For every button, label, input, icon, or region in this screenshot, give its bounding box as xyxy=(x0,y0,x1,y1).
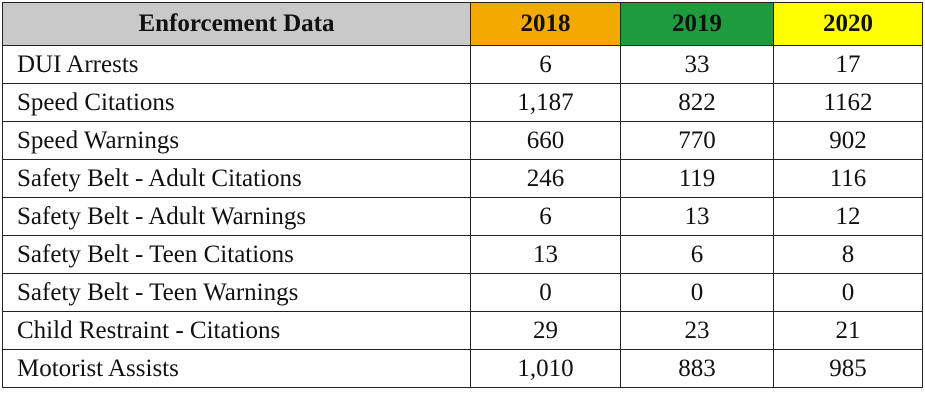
row-label: Speed Warnings xyxy=(2,121,471,160)
value-cell: 1162 xyxy=(773,83,923,122)
value-cell: 1,010 xyxy=(470,349,621,388)
value-cell: 6 xyxy=(620,235,774,274)
table-row: Safety Belt - Teen Warnings 0 0 0 xyxy=(2,273,923,312)
value-cell: 883 xyxy=(620,349,774,388)
value-cell: 822 xyxy=(620,83,774,122)
header-cell: 2018 xyxy=(470,2,621,46)
value-cell: 246 xyxy=(470,159,621,198)
value-cell: 6 xyxy=(470,45,621,84)
row-label: Child Restraint - Citations xyxy=(2,311,471,350)
value-cell: 0 xyxy=(620,273,774,312)
value-cell: 0 xyxy=(773,273,923,312)
header-cell: 2019 xyxy=(620,2,774,46)
table-row: Child Restraint - Citations 29 23 21 xyxy=(2,311,923,350)
value-cell: 21 xyxy=(773,311,923,350)
header-cell: Enforcement Data xyxy=(2,2,471,46)
value-cell: 902 xyxy=(773,121,923,160)
value-cell: 8 xyxy=(773,235,923,274)
row-label: DUI Arrests xyxy=(2,45,471,84)
table-row: Motorist Assists 1,010 883 985 xyxy=(2,349,923,388)
value-cell: 17 xyxy=(773,45,923,84)
row-label: Safety Belt - Teen Citations xyxy=(2,235,471,274)
value-cell: 0 xyxy=(470,273,621,312)
value-cell: 29 xyxy=(470,311,621,350)
row-label: Safety Belt - Teen Warnings xyxy=(2,273,471,312)
value-cell: 985 xyxy=(773,349,923,388)
table-row: Safety Belt - Teen Citations 13 6 8 xyxy=(2,235,923,274)
row-label: Safety Belt - Adult Warnings xyxy=(2,197,471,236)
value-cell: 13 xyxy=(620,197,774,236)
value-cell: 1,187 xyxy=(470,83,621,122)
header-cell: 2020 xyxy=(773,2,923,46)
table-body: DUI Arrests 6 33 17 Speed Citations 1,187 822 1… xyxy=(2,45,923,388)
table-row: Speed Citations 1,187 822 1162 xyxy=(2,83,923,122)
table-row: Safety Belt - Adult Warnings 6 13 12 xyxy=(2,197,923,236)
value-cell: 13 xyxy=(470,235,621,274)
row-label: Motorist Assists xyxy=(2,349,471,388)
value-cell: 660 xyxy=(470,121,621,160)
enforcement-table: Enforcement Data 2018 2019 2020 DUI Arrests… xyxy=(2,2,923,388)
row-label: Speed Citations xyxy=(2,83,471,122)
value-cell: 770 xyxy=(620,121,774,160)
row-label: Safety Belt - Adult Citations xyxy=(2,159,471,198)
table-row: Safety Belt - Adult Citations 246 119 116 xyxy=(2,159,923,198)
value-cell: 12 xyxy=(773,197,923,236)
table-head: Enforcement Data 2018 2019 2020 xyxy=(2,2,923,46)
value-cell: 33 xyxy=(620,45,774,84)
value-cell: 23 xyxy=(620,311,774,350)
value-cell: 6 xyxy=(470,197,621,236)
value-cell: 116 xyxy=(773,159,923,198)
table-row: DUI Arrests 6 33 17 xyxy=(2,45,923,84)
table-row: Speed Warnings 660 770 902 xyxy=(2,121,923,160)
value-cell: 119 xyxy=(620,159,774,198)
header-row: Enforcement Data 2018 2019 2020 xyxy=(2,2,923,46)
